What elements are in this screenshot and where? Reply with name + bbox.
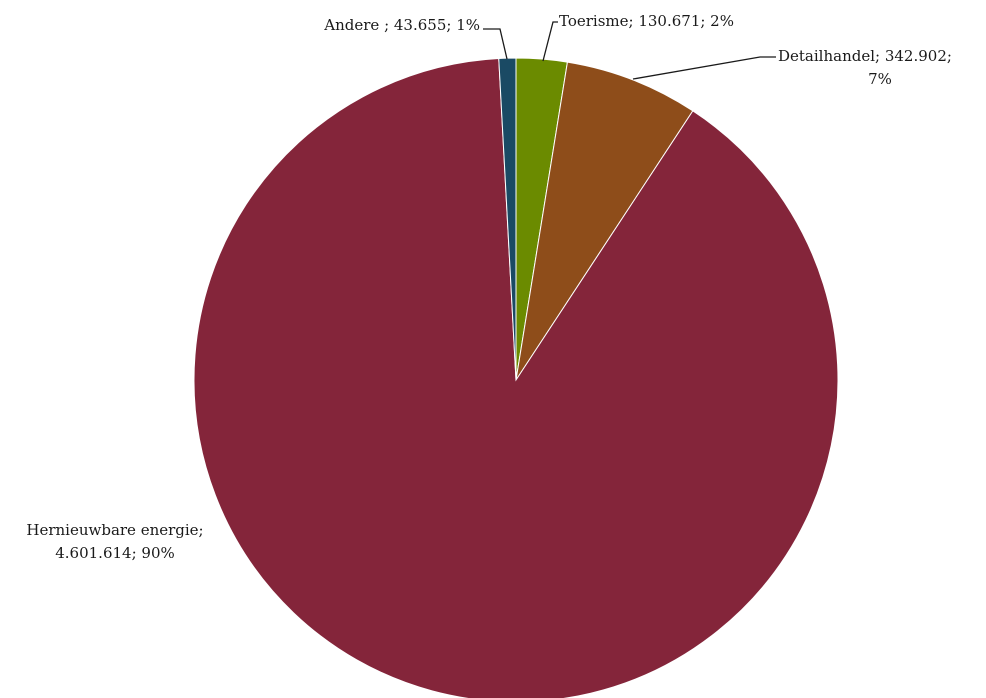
pie-slice-hernieuwbare-energie — [193, 57, 839, 698]
data-label-toerisme: Toerisme; 130.671; 2% — [559, 12, 734, 30]
leader-line-andere — [483, 28, 508, 60]
pie-slice-detailhandel — [515, 61, 694, 381]
data-label-detailhandel-line1: Detailhandel; 342.902; — [778, 47, 952, 65]
data-label-hernieuwbaar-line2: 4.601.614; 90% — [55, 544, 175, 562]
data-label-andere: Andere ; 43.655; 1% — [323, 16, 480, 34]
leader-line-detailhandel — [632, 56, 776, 80]
data-label-hernieuwbaar-line1: Hernieuwbare energie; — [26, 521, 203, 539]
data-label-detailhandel-line2: 7% — [868, 70, 892, 88]
leader-line-toerisme — [542, 21, 558, 62]
pie-slices — [193, 57, 839, 698]
